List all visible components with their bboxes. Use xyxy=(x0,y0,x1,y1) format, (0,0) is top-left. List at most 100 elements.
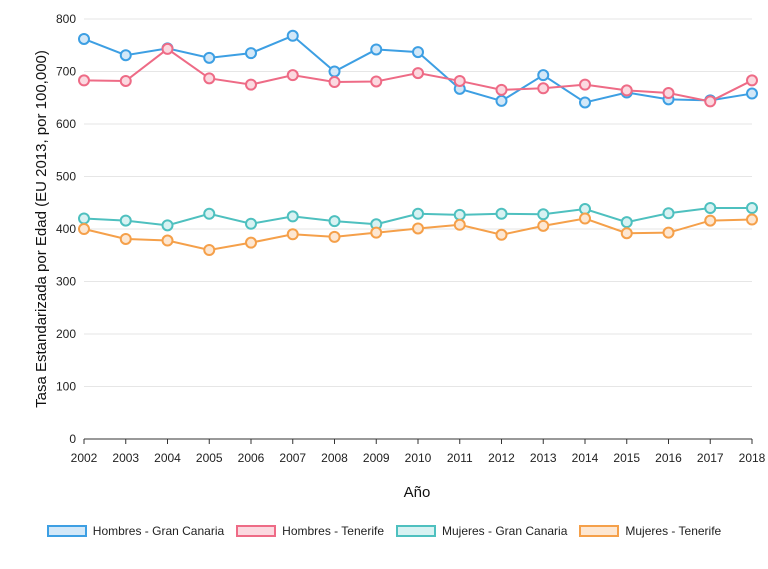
legend-label: Mujeres - Tenerife xyxy=(625,524,722,538)
data-point xyxy=(245,236,257,249)
data-point xyxy=(579,96,591,109)
data-point xyxy=(495,94,508,107)
y-axis-title: Tasa Estandarizada por Edad (EU 2013, po… xyxy=(33,50,50,408)
x-tick-label: 2007 xyxy=(279,451,306,465)
data-point xyxy=(203,72,216,85)
legend-swatch xyxy=(46,525,87,537)
legend-swatch xyxy=(396,525,436,537)
x-tick-label: 2012 xyxy=(488,451,515,465)
x-tick-label: 2009 xyxy=(363,451,390,465)
data-point xyxy=(119,232,132,245)
data-point xyxy=(662,87,675,100)
legend-label: Hombres - Gran Canaria xyxy=(92,524,225,538)
data-point xyxy=(704,214,717,227)
x-tick-label: 2014 xyxy=(572,451,599,465)
data-point xyxy=(579,212,591,225)
data-point xyxy=(78,74,90,87)
data-point xyxy=(537,69,550,82)
data-point xyxy=(704,202,717,214)
x-tick-label: 2016 xyxy=(655,451,682,465)
x-tick-label: 2017 xyxy=(697,451,724,465)
data-point xyxy=(78,212,90,225)
y-tick-label: 300 xyxy=(56,275,76,289)
data-point xyxy=(370,226,383,239)
data-point xyxy=(662,226,675,239)
y-tick-label: 800 xyxy=(56,12,76,26)
x-tick-label: 2005 xyxy=(196,451,223,465)
data-point xyxy=(662,207,675,220)
data-point xyxy=(746,213,758,226)
data-point xyxy=(286,210,299,223)
data-point xyxy=(203,207,216,220)
x-tick-label: 2013 xyxy=(530,451,557,465)
x-tick-label: 2015 xyxy=(613,451,640,465)
x-tick-label: 2003 xyxy=(112,451,139,465)
data-point xyxy=(537,208,550,221)
data-point xyxy=(412,207,424,220)
data-point xyxy=(286,228,299,241)
legend-label: Mujeres - Gran Canaria xyxy=(442,524,568,538)
data-point xyxy=(203,244,216,256)
y-tick-label: 500 xyxy=(56,170,76,184)
x-tick-label: 2004 xyxy=(154,451,181,465)
data-point xyxy=(328,76,341,88)
data-point xyxy=(453,208,466,221)
data-point xyxy=(746,87,758,100)
x-tick-label: 2018 xyxy=(739,451,766,465)
data-point xyxy=(78,32,90,45)
y-tick-label: 0 xyxy=(69,432,76,446)
data-point xyxy=(704,95,717,108)
data-point xyxy=(245,217,257,230)
x-tick-label: 2006 xyxy=(238,451,265,465)
data-point xyxy=(119,214,132,227)
legend-item[interactable]: Hombres - Tenerife xyxy=(236,524,384,538)
legend-swatch xyxy=(236,525,277,537)
data-point xyxy=(328,230,341,243)
data-point xyxy=(328,215,341,228)
data-point xyxy=(370,43,383,56)
x-tick-label: 2002 xyxy=(71,451,98,465)
data-point xyxy=(620,227,633,240)
data-point xyxy=(78,223,90,235)
x-tick-label: 2010 xyxy=(405,451,432,465)
data-point xyxy=(620,216,633,229)
data-point xyxy=(286,29,299,42)
data-point xyxy=(203,51,216,64)
y-tick-label: 400 xyxy=(56,222,76,236)
y-tick-label: 200 xyxy=(56,327,76,341)
legend-item[interactable]: Mujeres - Tenerife xyxy=(579,524,721,538)
data-point xyxy=(453,74,466,87)
chart-legend: Hombres - Gran Canaria Hombres - Tenerife… xyxy=(0,524,768,538)
data-point xyxy=(746,202,758,214)
data-point xyxy=(161,42,174,55)
y-axis-ticks: 0 100 200 300 400 500 600 700 800 xyxy=(56,12,76,446)
y-tick-label: 100 xyxy=(56,380,76,394)
data-point xyxy=(495,83,508,96)
y-tick-label: 700 xyxy=(56,65,76,79)
legend-item[interactable]: Hombres - Gran Canaria xyxy=(46,524,225,538)
data-point xyxy=(495,228,508,241)
data-point xyxy=(412,46,424,59)
legend-item[interactable]: Mujeres - Gran Canaria xyxy=(396,524,567,538)
data-point xyxy=(119,49,132,62)
data-point xyxy=(328,65,341,78)
data-point xyxy=(245,78,257,91)
data-point xyxy=(620,84,633,97)
x-tick-label: 2008 xyxy=(321,451,348,465)
data-point xyxy=(412,222,424,235)
data-point xyxy=(245,47,257,60)
x-tick-label: 2011 xyxy=(447,451,473,465)
x-axis-title: Año xyxy=(404,484,431,501)
legend-label: Hombres - Tenerife xyxy=(282,524,384,538)
data-point xyxy=(746,74,758,87)
data-point xyxy=(495,207,508,220)
data-point xyxy=(161,219,174,232)
y-tick-label: 600 xyxy=(56,117,76,131)
data-point xyxy=(119,74,132,87)
data-point xyxy=(161,234,174,247)
data-point xyxy=(286,69,299,82)
data-point xyxy=(370,75,383,88)
legend-swatch xyxy=(579,525,620,537)
data-point xyxy=(453,218,466,231)
data-point xyxy=(537,219,550,232)
